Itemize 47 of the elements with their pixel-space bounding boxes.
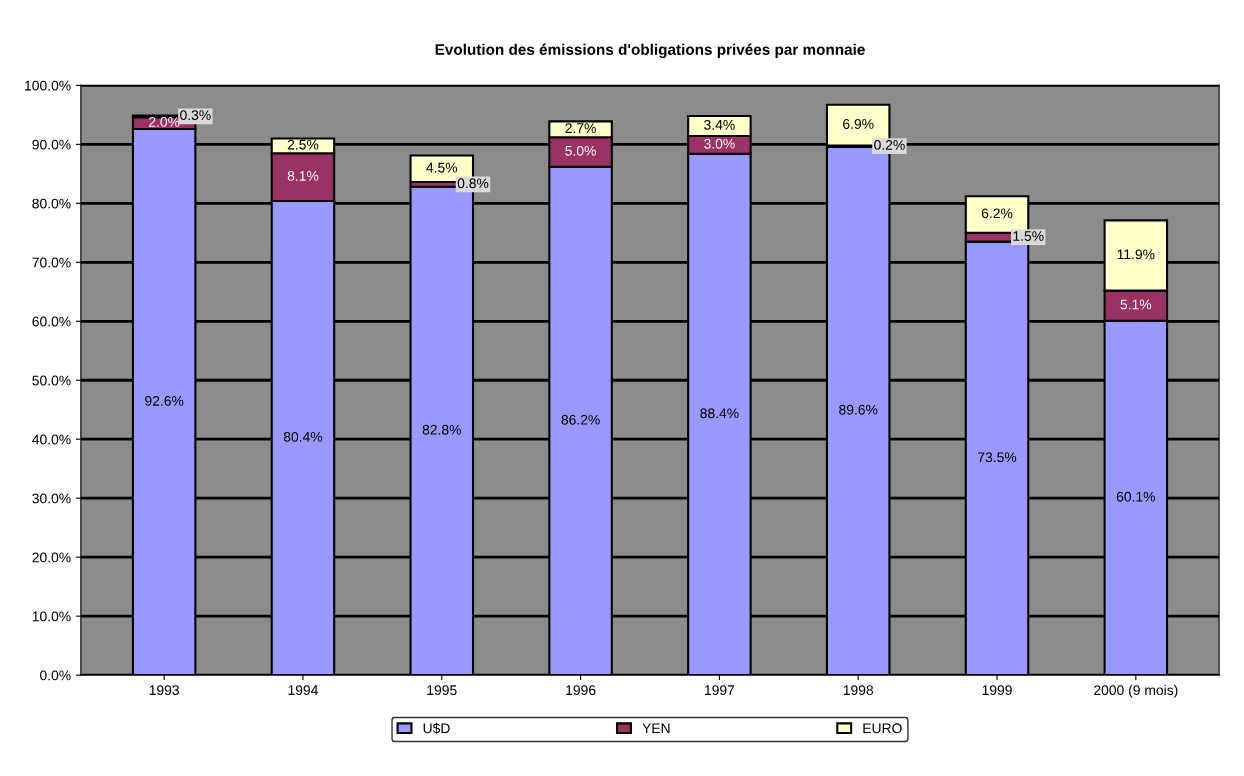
data-label: 89.6%: [839, 404, 878, 415]
data-label: 80.4%: [283, 431, 323, 442]
y-tick-label: 50.0%: [32, 375, 71, 386]
data-label: 6.2%: [981, 208, 1013, 219]
y-tick-label: 10.0%: [32, 611, 71, 622]
x-tick-label: 1995: [427, 685, 457, 696]
data-label: 5.1%: [1120, 299, 1152, 310]
data-label: 8.1%: [287, 170, 319, 181]
legend-label: EURO: [863, 723, 902, 734]
x-tick-label: 1994: [288, 685, 318, 696]
data-label: 11.9%: [1117, 249, 1155, 260]
x-tick-label: 1997: [705, 685, 735, 696]
chart-title: Evolution des émissions d'obligations privées par monnaie: [435, 43, 865, 59]
data-label: 0.3%: [180, 110, 211, 121]
data-label: 3.4%: [704, 119, 735, 130]
x-tick-label: 1998: [843, 685, 874, 696]
x-tick-label: 1993: [149, 685, 179, 696]
data-label: 6.9%: [843, 119, 874, 129]
x-tick-label: 2000 (9 mois): [1094, 684, 1178, 698]
data-label: 5.0%: [565, 145, 596, 156]
data-label: 0.8%: [457, 178, 489, 189]
data-label: 60.1%: [1116, 491, 1156, 502]
y-tick-label: 70.0%: [32, 257, 71, 268]
data-label: 3.0%: [704, 138, 735, 149]
data-label: 0.2%: [874, 140, 905, 150]
data-label: 92.6%: [145, 395, 184, 406]
y-tick-label: 100.0%: [25, 80, 71, 91]
y-tick-label: 20.0%: [32, 552, 71, 563]
data-label: 2.0%: [149, 117, 180, 127]
data-label: 86.2%: [561, 414, 600, 425]
data-label: 82.8%: [422, 424, 461, 435]
data-label: 1.5%: [1013, 231, 1044, 241]
legend-label: U$D: [423, 722, 450, 735]
data-label: 88.4%: [700, 408, 739, 419]
data-label: 73.5%: [978, 452, 1017, 463]
y-tick-label: 0.0%: [40, 670, 71, 681]
x-tick-label: 1996: [566, 685, 596, 696]
data-label: 2.7%: [565, 123, 596, 133]
x-tick-label: 1999: [982, 685, 1012, 696]
y-tick-label: 30.0%: [32, 493, 71, 504]
legend-label: YEN: [642, 723, 670, 734]
data-label: 2.5%: [287, 139, 319, 150]
data-label: 4.5%: [426, 162, 458, 173]
y-tick-label: 40.0%: [32, 434, 71, 445]
y-tick-label: 60.0%: [32, 316, 71, 327]
y-tick-label: 90.0%: [32, 139, 71, 150]
y-tick-label: 80.0%: [32, 198, 71, 209]
